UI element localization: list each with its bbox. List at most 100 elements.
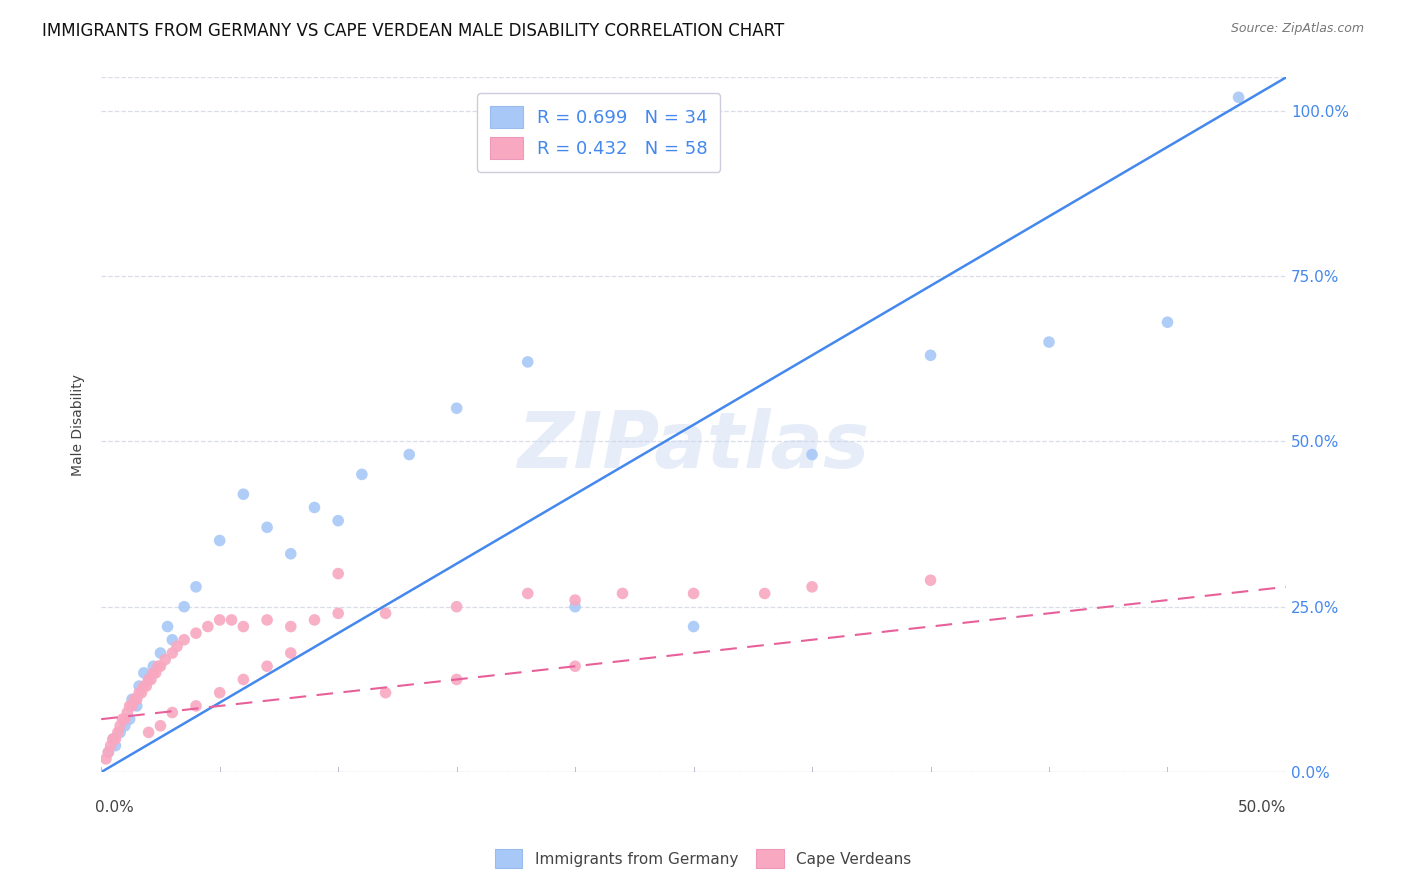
Point (124, 692, 146, 706)
Point (118, 712, 141, 726)
Legend: Immigrants from Germany, Cape Verdeans: Immigrants from Germany, Cape Verdeans (486, 841, 920, 875)
Point (328, 607, 350, 621)
Point (304, 613, 326, 627)
Point (125, 698, 148, 713)
Point (920, 573, 942, 587)
Point (173, 632, 195, 647)
Point (754, 586, 776, 600)
Point (256, 613, 278, 627)
Point (801, 448, 824, 462)
Point (1156, 315, 1178, 329)
Point (107, 725, 129, 739)
Point (682, 586, 704, 600)
Point (104, 731, 127, 746)
Point (114, 719, 136, 733)
Point (97, 745, 120, 759)
Point (232, 619, 254, 633)
Point (156, 619, 179, 633)
Point (516, 355, 538, 369)
Point (146, 659, 169, 673)
Point (118, 698, 141, 713)
Point (682, 619, 704, 633)
Point (446, 673, 468, 687)
Point (97, 745, 120, 759)
Point (139, 673, 162, 687)
Point (100, 739, 122, 753)
Legend: R = 0.699   N = 34, R = 0.432   N = 58: R = 0.699 N = 34, R = 0.432 N = 58 (478, 94, 720, 172)
Point (197, 619, 219, 633)
Point (166, 640, 188, 654)
Point (564, 593, 586, 607)
Point (149, 659, 172, 673)
Y-axis label: Male Disability: Male Disability (72, 374, 86, 475)
Point (153, 652, 176, 666)
Point (138, 725, 160, 739)
Point (221, 613, 243, 627)
Point (516, 586, 538, 600)
Point (398, 448, 420, 462)
Point (1227, 90, 1250, 104)
Point (208, 613, 231, 627)
Point (94, 752, 117, 766)
Point (920, 348, 942, 362)
Point (184, 580, 207, 594)
Point (208, 686, 231, 700)
Point (149, 646, 172, 660)
Point (135, 679, 157, 693)
Point (142, 665, 165, 680)
Point (142, 659, 165, 673)
Point (132, 679, 155, 693)
Point (374, 607, 396, 621)
Point (328, 566, 350, 581)
Point (145, 665, 167, 680)
Point (128, 686, 150, 700)
Point (173, 599, 195, 614)
Point (101, 731, 124, 746)
Point (138, 673, 160, 687)
Point (131, 686, 153, 700)
Point (101, 731, 124, 746)
Point (149, 719, 172, 733)
Point (121, 692, 143, 706)
Point (280, 619, 302, 633)
Point (374, 686, 396, 700)
Point (564, 599, 586, 614)
Point (280, 646, 302, 660)
Text: IMMIGRANTS FROM GERMANY VS CAPE VERDEAN MALE DISABILITY CORRELATION CHART: IMMIGRANTS FROM GERMANY VS CAPE VERDEAN … (42, 22, 785, 40)
Point (121, 698, 143, 713)
Point (104, 739, 127, 753)
Point (1038, 334, 1060, 349)
Point (801, 580, 824, 594)
Point (125, 692, 148, 706)
Text: 50.0%: 50.0% (1237, 800, 1286, 815)
Point (280, 547, 302, 561)
Point (208, 533, 231, 548)
Point (564, 659, 586, 673)
Point (232, 673, 254, 687)
Point (304, 500, 326, 515)
Point (256, 520, 278, 534)
Point (184, 626, 207, 640)
Point (108, 719, 131, 733)
Text: 0.0%: 0.0% (96, 800, 134, 815)
Point (162, 706, 184, 720)
Point (328, 514, 350, 528)
Point (350, 467, 373, 482)
Point (446, 401, 468, 416)
Point (117, 706, 139, 720)
Point (128, 679, 150, 693)
Text: ZIPatlas: ZIPatlas (517, 408, 870, 483)
Point (132, 665, 155, 680)
Point (162, 632, 184, 647)
Point (612, 586, 634, 600)
Point (162, 646, 184, 660)
Point (111, 712, 134, 726)
Point (256, 659, 278, 673)
Point (138, 673, 160, 687)
Point (108, 725, 131, 739)
Point (232, 487, 254, 501)
Point (114, 712, 136, 726)
Point (446, 599, 468, 614)
Text: Source: ZipAtlas.com: Source: ZipAtlas.com (1230, 22, 1364, 36)
Point (184, 698, 207, 713)
